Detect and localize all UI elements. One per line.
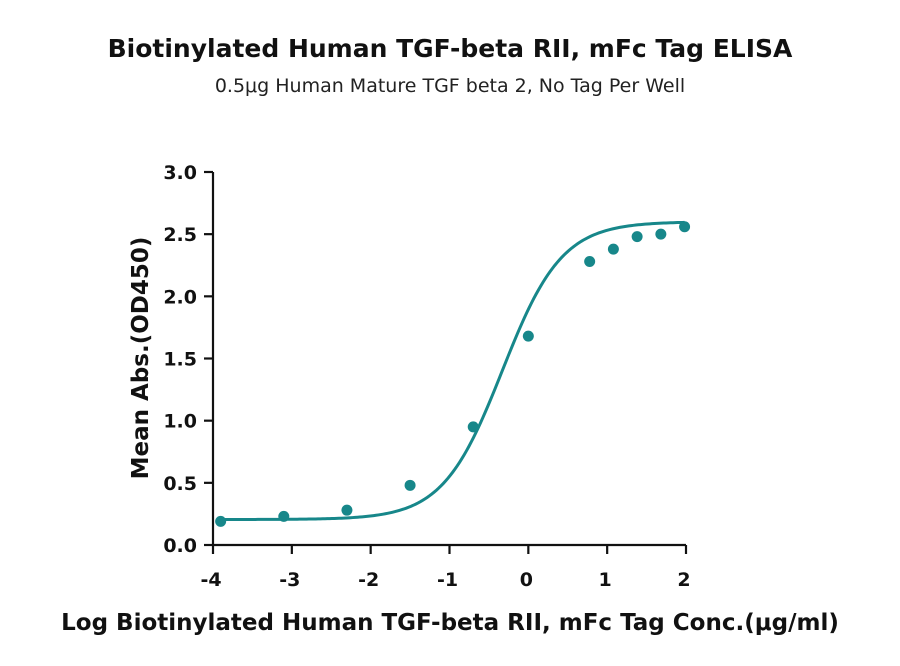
data-point: [631, 231, 643, 243]
y-tick-label: 0.5: [163, 473, 197, 495]
y-tick-label: 1.0: [163, 411, 197, 433]
x-axis-label: Log Biotinylated Human TGF-beta RII, mFc…: [61, 610, 839, 636]
x-tick-label: -3: [279, 569, 300, 591]
y-tick-label: 1.5: [163, 349, 197, 371]
x-tick-label: -1: [437, 569, 458, 591]
data-point: [584, 256, 596, 268]
chart-subtitle: 0.5μg Human Mature TGF beta 2, No Tag Pe…: [215, 75, 685, 97]
y-axis-ticks: 0.0 0.5 1.0 1.5 2.0 2.5 3.0: [163, 162, 213, 557]
data-point: [278, 510, 290, 522]
y-tick-label: 2.0: [163, 286, 197, 308]
data-point: [607, 243, 619, 255]
y-tick-label: 3.0: [163, 162, 197, 184]
data-points: [215, 221, 691, 527]
chart-title: Biotinylated Human TGF-beta RII, mFc Tag…: [108, 34, 793, 63]
y-tick-label: 0.0: [163, 535, 197, 557]
data-point: [215, 515, 227, 527]
x-axis-ticks: -4 -3 -2 -1 0 1 2: [200, 545, 691, 591]
y-tick-label: 2.5: [163, 224, 197, 246]
data-point: [655, 228, 667, 240]
fit-curve: [220, 220, 685, 521]
x-tick-label: 1: [599, 569, 612, 591]
data-point: [679, 221, 691, 233]
data-point: [341, 504, 353, 516]
y-axis-label: Mean Abs.(OD450): [128, 237, 154, 480]
x-tick-label: 0: [520, 569, 533, 591]
x-tick-label: 2: [677, 569, 690, 591]
data-point: [522, 330, 534, 342]
data-point: [467, 421, 479, 433]
x-tick-label: -2: [358, 569, 379, 591]
data-point: [404, 479, 416, 491]
x-tick-label: -4: [200, 569, 221, 591]
